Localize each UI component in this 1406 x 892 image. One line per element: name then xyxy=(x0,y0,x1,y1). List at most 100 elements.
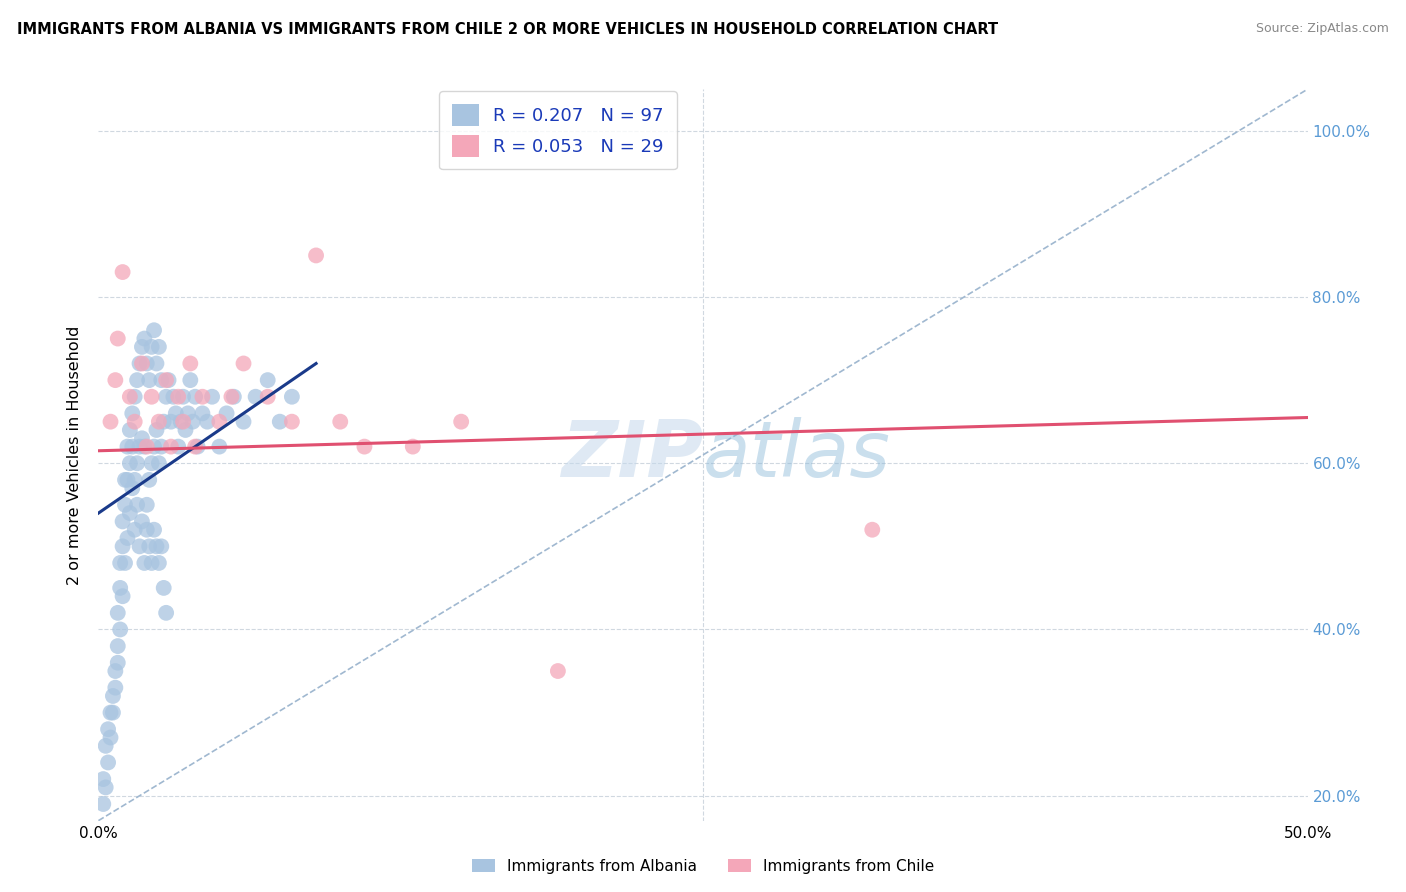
Point xyxy=(281,415,304,429)
Point xyxy=(201,390,224,404)
Point xyxy=(143,440,166,454)
Point xyxy=(108,556,131,570)
Point xyxy=(131,356,153,370)
Text: Source: ZipAtlas.com: Source: ZipAtlas.com xyxy=(1256,22,1389,36)
Point xyxy=(131,340,153,354)
Point xyxy=(245,390,267,404)
Point xyxy=(138,473,160,487)
Point xyxy=(450,415,472,429)
Point xyxy=(179,356,201,370)
Point xyxy=(118,423,141,437)
Legend: R = 0.207   N = 97, R = 0.053   N = 29: R = 0.207 N = 97, R = 0.053 N = 29 xyxy=(439,91,676,169)
Point xyxy=(138,539,160,553)
Point xyxy=(121,440,143,454)
Point xyxy=(101,689,124,703)
Point xyxy=(269,415,291,429)
Point xyxy=(94,739,117,753)
Point xyxy=(172,390,194,404)
Point xyxy=(353,440,375,454)
Point xyxy=(124,473,146,487)
Point xyxy=(127,498,149,512)
Point xyxy=(97,756,120,770)
Point xyxy=(232,415,254,429)
Point xyxy=(127,373,149,387)
Point xyxy=(143,323,166,337)
Point xyxy=(184,440,207,454)
Point xyxy=(141,556,163,570)
Point xyxy=(148,456,170,470)
Point xyxy=(100,731,122,745)
Point xyxy=(104,681,127,695)
Point xyxy=(160,440,183,454)
Point xyxy=(131,515,153,529)
Point xyxy=(107,656,129,670)
Point xyxy=(97,723,120,737)
Point xyxy=(152,415,174,429)
Point xyxy=(101,706,124,720)
Point xyxy=(135,440,157,454)
Point xyxy=(128,539,150,553)
Point xyxy=(121,406,143,420)
Point xyxy=(111,265,134,279)
Point xyxy=(232,356,254,370)
Point xyxy=(215,406,238,420)
Point xyxy=(135,356,157,370)
Point xyxy=(187,440,209,454)
Point xyxy=(141,340,163,354)
Point xyxy=(145,356,167,370)
Point xyxy=(281,390,304,404)
Point xyxy=(191,406,214,420)
Point xyxy=(195,415,218,429)
Point xyxy=(94,780,117,795)
Point xyxy=(124,390,146,404)
Point xyxy=(148,340,170,354)
Point xyxy=(143,523,166,537)
Point xyxy=(174,423,197,437)
Legend: Immigrants from Albania, Immigrants from Chile: Immigrants from Albania, Immigrants from… xyxy=(465,853,941,880)
Point xyxy=(135,498,157,512)
Point xyxy=(134,556,156,570)
Point xyxy=(117,473,139,487)
Point xyxy=(169,415,191,429)
Point xyxy=(165,406,187,420)
Point xyxy=(118,390,141,404)
Point xyxy=(108,623,131,637)
Text: ZIP: ZIP xyxy=(561,417,703,493)
Text: atlas: atlas xyxy=(703,417,891,493)
Point xyxy=(114,473,136,487)
Point xyxy=(107,332,129,346)
Point xyxy=(118,456,141,470)
Point xyxy=(305,248,328,262)
Point xyxy=(256,390,278,404)
Point xyxy=(152,581,174,595)
Point xyxy=(191,390,214,404)
Point xyxy=(547,664,569,678)
Point xyxy=(155,390,177,404)
Point xyxy=(117,531,139,545)
Point xyxy=(141,456,163,470)
Point xyxy=(124,523,146,537)
Point xyxy=(107,606,129,620)
Point xyxy=(91,772,114,786)
Point xyxy=(860,523,883,537)
Point xyxy=(256,373,278,387)
Point xyxy=(124,415,146,429)
Point xyxy=(107,639,129,653)
Point xyxy=(177,406,200,420)
Point xyxy=(138,373,160,387)
Point xyxy=(127,456,149,470)
Point xyxy=(162,390,184,404)
Point xyxy=(108,581,131,595)
Point xyxy=(329,415,352,429)
Point xyxy=(221,390,243,404)
Point xyxy=(111,539,134,553)
Point xyxy=(184,390,207,404)
Point xyxy=(104,664,127,678)
Point xyxy=(117,440,139,454)
Point xyxy=(121,481,143,495)
Point xyxy=(208,415,231,429)
Point xyxy=(100,706,122,720)
Point xyxy=(172,415,194,429)
Point xyxy=(134,332,156,346)
Point xyxy=(181,415,204,429)
